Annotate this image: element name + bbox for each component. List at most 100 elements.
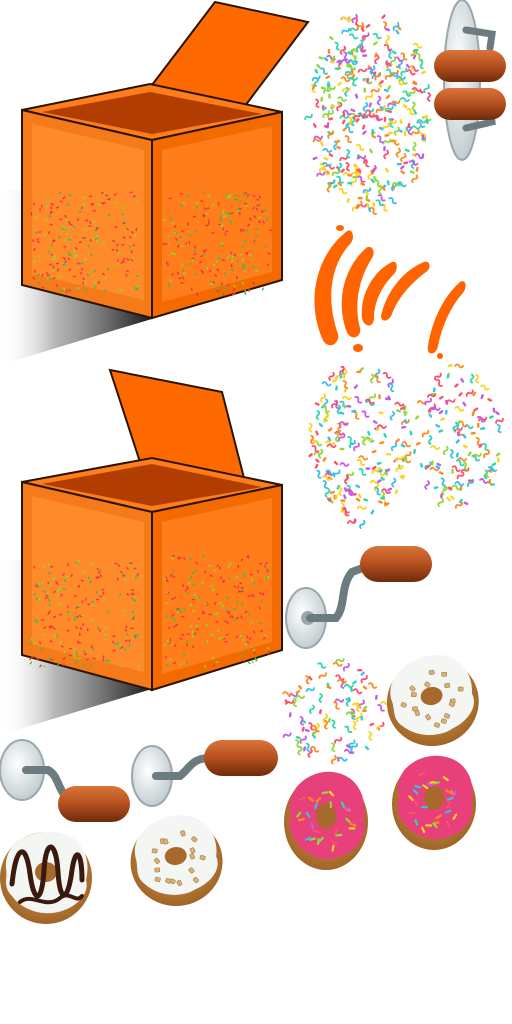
donut-hole — [424, 786, 444, 810]
crank-arm — [306, 562, 372, 622]
confetti-piece — [332, 661, 343, 667]
confetti-piece — [329, 490, 335, 495]
sprinkle — [232, 288, 236, 292]
sprinkle — [103, 241, 106, 245]
sprinkle — [106, 198, 110, 201]
sprinkle — [258, 216, 262, 219]
confetti-piece — [411, 101, 416, 112]
donut-sprinkle — [318, 836, 324, 843]
sprinkle — [34, 231, 38, 234]
sprinkle — [261, 287, 264, 291]
confetti-piece — [322, 405, 330, 413]
sprinkle — [231, 615, 234, 619]
confetti-piece — [440, 477, 446, 487]
confetti-piece — [320, 86, 326, 90]
confetti-piece — [333, 460, 339, 466]
sprinkle — [165, 655, 167, 660]
confetti-piece — [390, 139, 400, 146]
confetti-piece — [360, 671, 365, 676]
sprinkle — [259, 600, 264, 603]
donut-sprinkles — [408, 772, 458, 834]
sprinkle — [53, 254, 56, 258]
nut-piece — [412, 706, 418, 712]
nut-piece — [440, 718, 447, 724]
sprinkle — [192, 634, 195, 638]
confetti-piece — [347, 173, 353, 177]
confetti-piece — [446, 373, 450, 379]
sprinkle — [197, 618, 201, 620]
sprinkle — [132, 610, 135, 614]
confetti-piece — [340, 679, 345, 689]
confetti-piece — [377, 479, 382, 484]
confetti-piece — [301, 726, 305, 732]
sprinkle — [241, 281, 244, 285]
confetti-piece — [403, 411, 407, 416]
sprinkle — [222, 579, 225, 583]
confetti-piece — [340, 168, 345, 173]
confetti-piece — [295, 689, 301, 694]
sprinkle — [103, 633, 107, 636]
sprinkle — [38, 231, 42, 233]
sprinkle — [210, 585, 214, 588]
confetti-piece — [338, 187, 348, 195]
sprinkle — [230, 212, 234, 215]
confetti-piece — [408, 160, 419, 166]
confetti-piece — [315, 410, 321, 420]
sprinkle — [190, 287, 193, 291]
sprinkle — [165, 579, 169, 582]
sprinkle — [95, 227, 99, 230]
sprinkle — [239, 253, 243, 256]
sprinkle — [137, 664, 140, 668]
sprinkle — [79, 632, 81, 636]
confetti-piece — [318, 693, 323, 703]
confetti-piece — [487, 397, 493, 402]
sprinkle — [212, 280, 215, 284]
sprinkle — [214, 601, 216, 606]
sprinkle — [254, 235, 259, 237]
crank-double-roller — [434, 0, 506, 161]
sprinkle — [136, 634, 140, 637]
sprinkle — [101, 191, 105, 195]
sprinkle — [90, 253, 93, 257]
confetti-piece — [355, 47, 359, 53]
confetti-piece — [470, 431, 476, 435]
sprinkle — [50, 658, 54, 661]
confetti-piece — [331, 169, 341, 176]
confetti-piece — [357, 196, 363, 200]
sprinkle — [165, 614, 169, 618]
sprinkle — [200, 200, 204, 202]
sprinkle — [79, 627, 83, 630]
confetti-piece — [374, 374, 381, 384]
confetti-piece — [472, 452, 482, 458]
confetti-piece — [420, 70, 426, 75]
sprinkle — [68, 254, 72, 257]
confetti-piece — [331, 55, 336, 61]
confetti-piece — [369, 722, 375, 727]
sprinkle — [133, 567, 137, 570]
sprinkle — [122, 260, 125, 264]
confetti-piece — [377, 83, 383, 88]
confetti-piece — [478, 416, 488, 422]
sprinkle — [114, 643, 118, 646]
confetti-piece — [370, 178, 375, 184]
confetti-piece — [354, 396, 363, 404]
sprinkle — [122, 574, 126, 577]
nut-piece — [457, 686, 464, 692]
sprinkle — [128, 639, 131, 643]
sprinkle — [124, 639, 128, 642]
confetti-piece — [489, 467, 495, 471]
confetti-piece — [345, 711, 356, 716]
sprinkle — [46, 276, 50, 280]
confetti-piece — [457, 420, 462, 425]
donut-sprinkle — [315, 797, 322, 803]
confetti-piece — [362, 101, 369, 112]
confetti-piece — [341, 58, 351, 64]
confetti-piece — [317, 662, 327, 669]
confetti-piece — [433, 486, 439, 490]
confetti-piece — [437, 497, 444, 507]
sprinkle — [99, 568, 102, 572]
confetti-piece — [454, 481, 465, 487]
confetti-piece — [378, 500, 383, 504]
sprinkle — [68, 221, 71, 224]
sprinkle — [88, 225, 92, 228]
